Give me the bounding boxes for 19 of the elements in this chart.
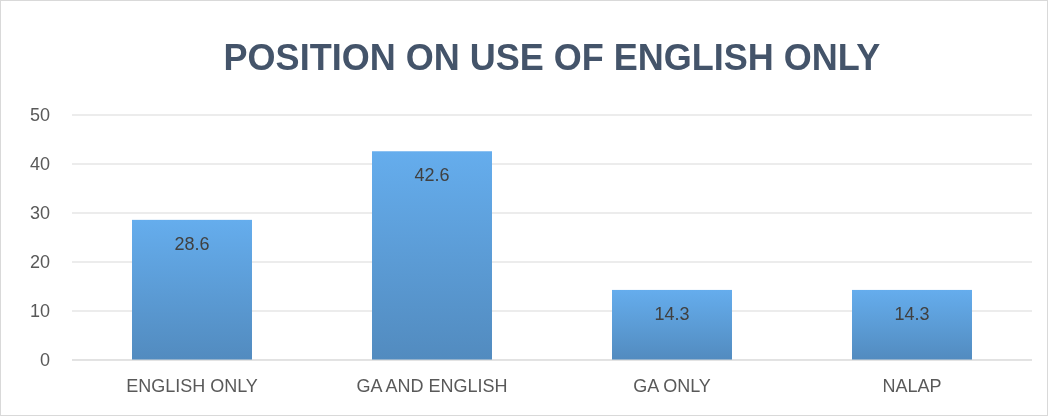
bar xyxy=(852,289,972,360)
bar xyxy=(372,151,492,360)
y-tick-label: 20 xyxy=(29,252,50,273)
y-tick-label: 0 xyxy=(39,350,50,371)
x-tick-label: NALAP xyxy=(882,376,942,396)
data-label: 42.6 xyxy=(414,165,450,186)
data-label: 14.3 xyxy=(654,303,690,324)
x-tick-label: GA AND ENGLISH xyxy=(356,376,508,396)
y-tick-label: 10 xyxy=(29,301,50,322)
y-tick-label: 50 xyxy=(29,105,50,126)
bar xyxy=(132,219,252,360)
x-tick-label: GA ONLY xyxy=(633,376,711,396)
y-tick-label: 40 xyxy=(29,154,50,175)
chart-title: POSITION ON USE OF ENGLISH ONLY xyxy=(223,37,881,78)
bar xyxy=(612,289,732,360)
data-label: 28.6 xyxy=(174,233,210,254)
y-tick-label: 30 xyxy=(29,203,50,224)
data-label: 14.3 xyxy=(894,303,930,324)
x-tick-label: ENGLISH ONLY xyxy=(126,376,258,396)
